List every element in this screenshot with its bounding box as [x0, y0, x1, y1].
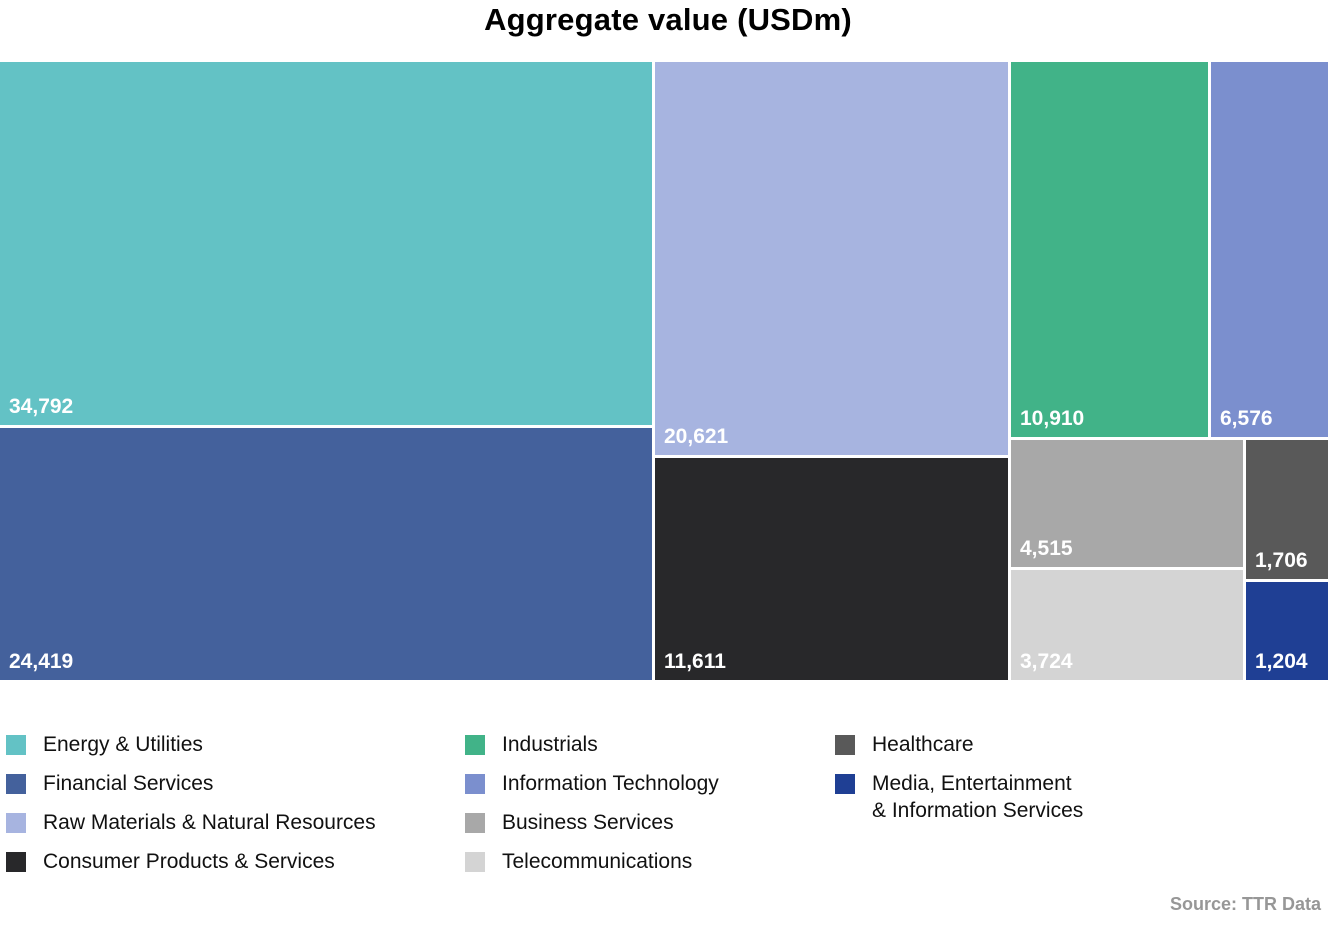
- treemap-block-consumer-products: 11,611: [655, 458, 1008, 680]
- chart-title: Aggregate value (USDm): [484, 2, 852, 37]
- legend-label: Raw Materials & Natural Resources: [43, 811, 376, 834]
- legend-swatch: [6, 852, 26, 872]
- legend-label: Healthcare: [872, 733, 974, 756]
- treemap-block-media-entertainment: 1,204: [1246, 582, 1328, 680]
- treemap-block-raw-materials: 20,621: [655, 62, 1008, 455]
- legend-item-consumer-products: Consumer Products & Services: [6, 848, 376, 875]
- value-label: 3,724: [1020, 650, 1073, 673]
- source-attribution: Source: TTR Data: [1169, 894, 1321, 914]
- value-label: 6,576: [1220, 407, 1273, 430]
- legend-label: Telecommunications: [502, 850, 693, 873]
- legend-label: Industrials: [502, 733, 598, 756]
- value-label: 1,706: [1255, 549, 1308, 572]
- treemap-block-industrials: 10,910: [1011, 62, 1208, 437]
- legend-swatch: [835, 735, 855, 755]
- legend-label: Consumer Products & Services: [43, 850, 335, 873]
- legend-label: Business Services: [502, 811, 674, 834]
- legend-item-information-technology: Information Technology: [465, 770, 719, 797]
- value-label: 10,910: [1020, 407, 1085, 430]
- legend-swatch: [465, 735, 485, 755]
- legend-item-energy-utilities: Energy & Utilities: [6, 731, 376, 758]
- treemap-chart: 34,792 24,419 20,621 11,611 10,910 6,576…: [0, 62, 1328, 680]
- legend-item-telecommunications: Telecommunications: [465, 848, 719, 875]
- legend-swatch: [465, 813, 485, 833]
- legend-item-raw-materials: Raw Materials & Natural Resources: [6, 809, 376, 836]
- legend-swatch: [6, 813, 26, 833]
- legend-column-1: Energy & Utilities Financial Services Ra…: [6, 731, 376, 875]
- legend-label: Information Technology: [502, 772, 719, 795]
- legend-label: Media, Entertainment & Information Servi…: [872, 772, 1084, 822]
- legend-swatch: [6, 735, 26, 755]
- treemap-block-business-services: 4,515: [1011, 440, 1243, 567]
- legend-column-3: Healthcare Media, Entertainment & Inform…: [835, 731, 1083, 824]
- legend-swatch: [835, 774, 855, 794]
- legend-swatch: [465, 852, 485, 872]
- legend-item-business-services: Business Services: [465, 809, 719, 836]
- legend-item-financial-services: Financial Services: [6, 770, 376, 797]
- treemap-block-healthcare: 1,706: [1246, 440, 1328, 579]
- value-label: 20,621: [664, 425, 729, 448]
- treemap-block-financial-services: 24,419: [0, 428, 652, 680]
- legend-swatch: [465, 774, 485, 794]
- value-label: 34,792: [9, 395, 74, 418]
- chart-legend: Energy & Utilities Financial Services Ra…: [0, 731, 1336, 891]
- legend-label: Financial Services: [43, 772, 214, 795]
- value-label: 24,419: [9, 650, 74, 673]
- value-label: 11,611: [664, 650, 726, 673]
- value-label: 1,204: [1255, 650, 1308, 673]
- legend-item-industrials: Industrials: [465, 731, 719, 758]
- legend-item-healthcare: Healthcare: [835, 731, 1083, 758]
- treemap-block-energy-utilities: 34,792: [0, 62, 652, 425]
- treemap-block-information-technology: 6,576: [1211, 62, 1328, 437]
- treemap-block-telecommunications: 3,724: [1011, 570, 1243, 680]
- value-label: 4,515: [1020, 537, 1073, 560]
- legend-label: Energy & Utilities: [43, 733, 203, 756]
- legend-swatch: [6, 774, 26, 794]
- legend-column-2: Industrials Information Technology Busin…: [465, 731, 719, 875]
- legend-item-media-entertainment: Media, Entertainment & Information Servi…: [835, 770, 1083, 824]
